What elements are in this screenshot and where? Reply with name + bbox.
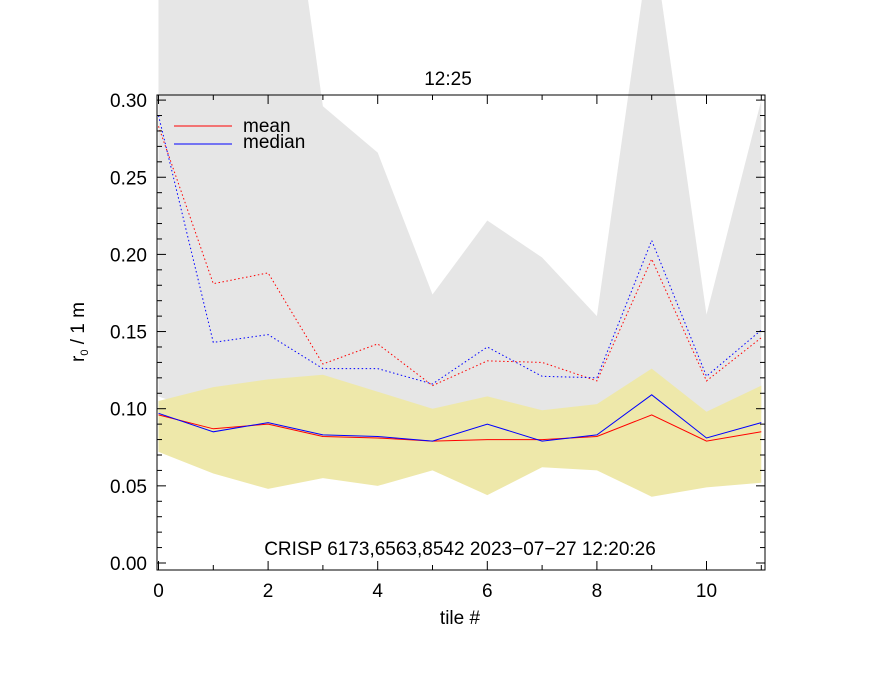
chart-title: 12:25 [424,69,472,90]
y-tick-label: 0.10 [110,400,147,421]
y-tick-label: 0.15 [110,323,147,344]
y-tick-label: 0.30 [110,91,147,112]
y-tick-labels: 0.00 0.05 0.10 0.15 0.20 0.25 0.30 [110,91,147,575]
band-upper-range [158,0,762,417]
y-axis-label-r: r [68,355,89,362]
y-tick-label: 0.05 [110,477,147,498]
legend-label-mean: mean [243,116,291,137]
ticks-layer [157,95,765,570]
x-tick-label: 2 [263,581,274,602]
x-axis-label: tile # [440,608,481,629]
x-tick-label: 6 [482,581,493,602]
y-tick-label: 0.00 [110,554,147,575]
y-axis-label-unit: / 1 m [68,302,89,350]
x-tick-label: 0 [153,581,164,602]
y-axis-label: r0 / 1 m [68,302,91,362]
series-line-median-max [158,115,762,385]
chart-annotation: CRISP 6173,6563,8542 2023−07−27 12:20:26 [264,539,656,560]
x-tick-labels: 0 2 4 6 8 10 [153,581,717,602]
legend: mean median [174,116,305,153]
x-tick-label: 8 [592,581,603,602]
y-tick-label: 0.25 [110,168,147,189]
x-tick-label: 4 [372,581,383,602]
legend-label-median: median [243,132,305,153]
x-tick-label: 10 [696,581,717,602]
y-tick-label: 0.20 [110,245,147,266]
series-layer [158,115,762,442]
series-line-mean-max [158,126,762,387]
series-line-median [158,394,762,442]
series-line-mean [158,414,762,442]
plot-frame [156,94,766,571]
y-axis-label-subscript: 0 [79,350,91,356]
